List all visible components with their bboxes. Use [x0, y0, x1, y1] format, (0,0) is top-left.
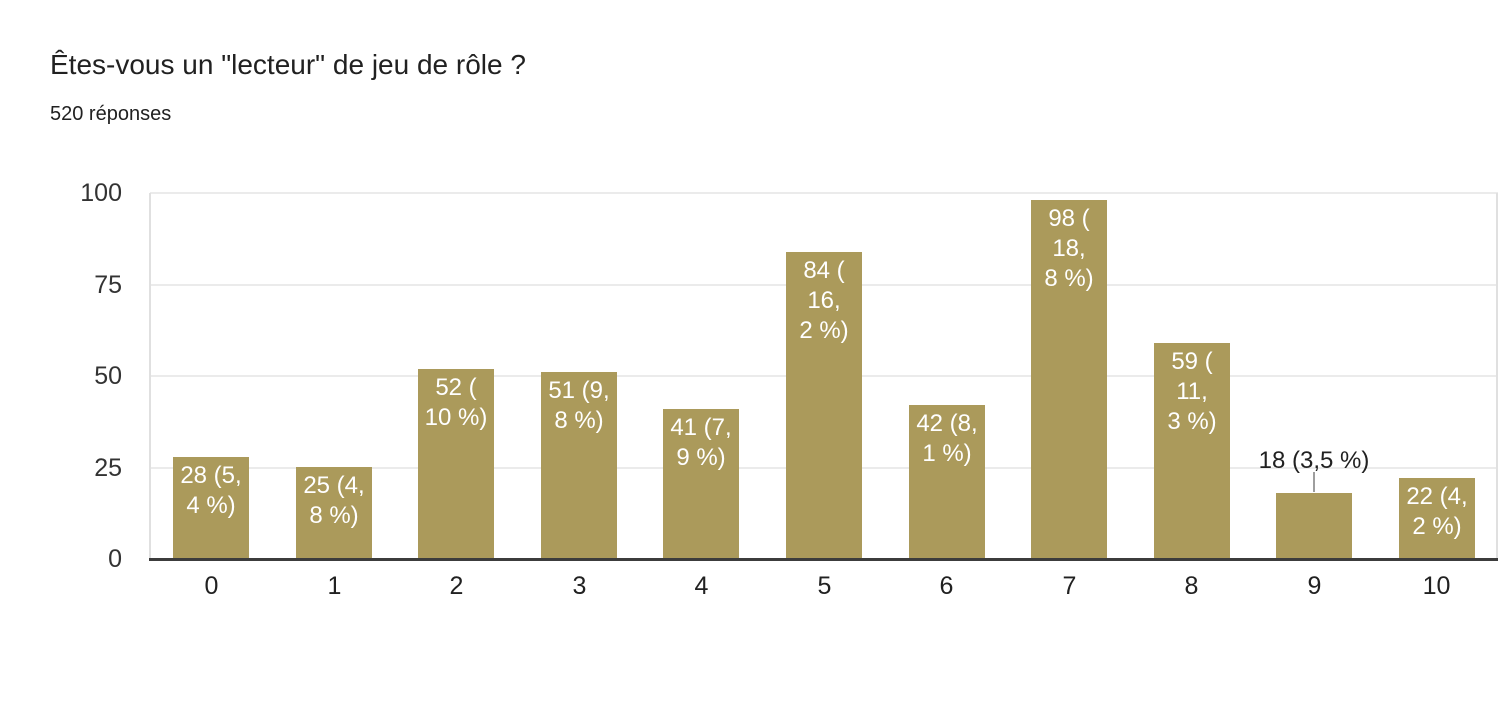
y-axis-label-0: 0 [108, 545, 122, 573]
bar-10[interactable] [1399, 478, 1475, 559]
y-axis-label-50: 50 [94, 362, 122, 390]
y-axis-label-25: 25 [94, 454, 122, 482]
bar-label-4: 41 (7, 9 %) [670, 414, 732, 471]
plot-right-border [1496, 193, 1498, 559]
bar-label-9: 18 (3,5 %) [1258, 447, 1370, 474]
x-axis-label-7: 7 [1062, 572, 1077, 600]
y-axis-label-100: 100 [80, 179, 122, 207]
gridline-100 [150, 192, 1498, 194]
x-axis-label-3: 3 [572, 572, 587, 600]
x-axis-label-10: 10 [1422, 572, 1451, 600]
bar-1[interactable] [296, 467, 372, 559]
bar-0[interactable] [173, 457, 249, 559]
x-axis-label-2: 2 [449, 572, 464, 600]
bar-label-0: 28 (5, 4 %) [180, 462, 242, 519]
x-axis-label-4: 4 [694, 572, 709, 600]
x-axis-label-6: 6 [939, 572, 954, 600]
bar-label-10: 22 (4, 2 %) [1406, 483, 1468, 540]
x-axis-baseline [149, 558, 1498, 561]
bar-3[interactable] [541, 372, 617, 559]
x-axis-label-9: 9 [1307, 572, 1322, 600]
bar-9[interactable] [1276, 493, 1352, 559]
bar-label-7: 98 (18, 8 %) [1044, 205, 1094, 292]
bar-7[interactable] [1031, 200, 1107, 559]
bar-label-1: 25 (4, 8 %) [303, 472, 365, 529]
bar-5[interactable] [786, 252, 862, 559]
bar-8[interactable] [1154, 343, 1230, 559]
bar-label-5: 84 (16, 2 %) [799, 257, 849, 344]
y-axis-label-75: 75 [94, 271, 122, 299]
response-count: 520 réponses [50, 103, 172, 125]
bar-2[interactable] [418, 369, 494, 559]
plot-left-border [149, 193, 151, 559]
bar-label-6: 42 (8, 1 %) [916, 410, 978, 467]
bar-4[interactable] [663, 409, 739, 559]
bar-label-8: 59 (11, 3 %) [1167, 348, 1217, 435]
bar-9-callout-line [1313, 472, 1315, 492]
bar-label-2: 52 (10 %) [424, 374, 488, 431]
x-axis-label-1: 1 [327, 572, 342, 600]
x-axis-label-8: 8 [1184, 572, 1199, 600]
bar-6[interactable] [909, 405, 985, 559]
question-title: Êtes-vous un "lecteur" de jeu de rôle ? [50, 49, 526, 80]
x-axis-label-0: 0 [204, 572, 219, 600]
x-axis-label-5: 5 [817, 572, 832, 600]
bar-label-3: 51 (9, 8 %) [548, 377, 610, 434]
